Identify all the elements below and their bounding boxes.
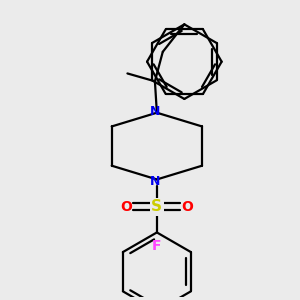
Text: O: O xyxy=(182,200,193,214)
Text: S: S xyxy=(152,200,162,214)
Text: O: O xyxy=(121,200,132,214)
Text: F: F xyxy=(152,239,162,253)
Text: N: N xyxy=(150,105,160,118)
Text: N: N xyxy=(150,175,160,188)
